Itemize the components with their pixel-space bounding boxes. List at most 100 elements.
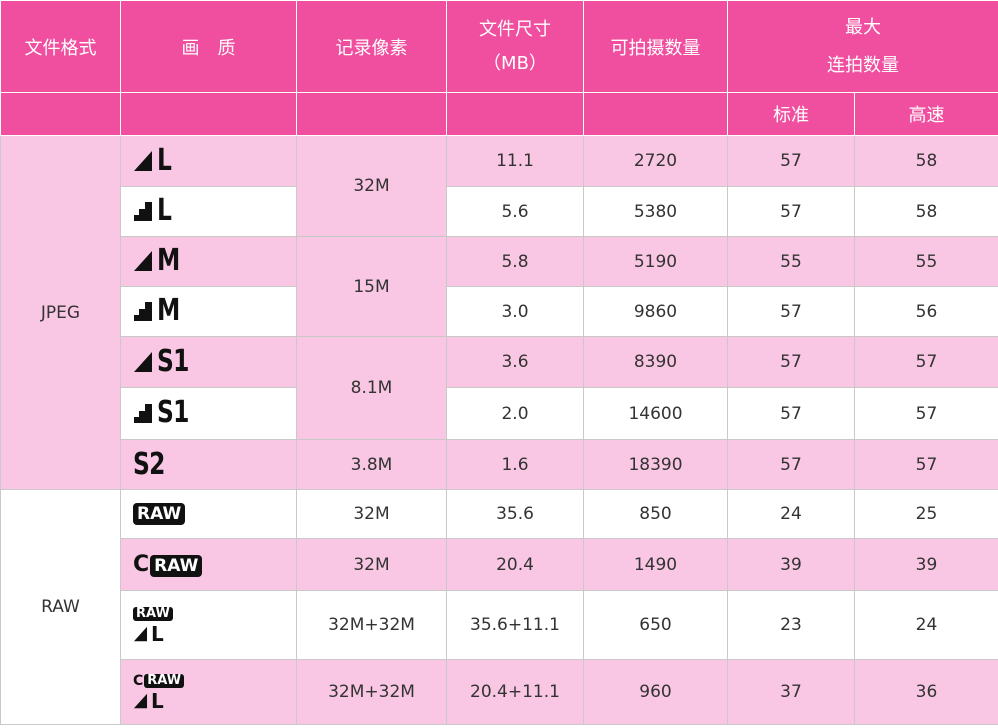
- pixels-cell: 32M: [296, 538, 447, 591]
- burst-standard-cell: 57: [727, 336, 855, 388]
- raw-badge: RAW: [150, 555, 203, 577]
- size-cell: 1.6: [446, 439, 584, 490]
- burst-standard-cell: 23: [727, 590, 855, 660]
- header-blank-2: [120, 92, 297, 136]
- quality-label: L: [157, 142, 172, 178]
- quality-raw: RAW: [120, 489, 297, 539]
- normal-quality-icon: [134, 404, 152, 423]
- header-blank-5: [583, 92, 728, 136]
- normal-quality-icon: [134, 202, 152, 221]
- shots-cell: 650: [583, 590, 728, 660]
- size-cell: 35.6+11.1: [446, 590, 584, 660]
- header-highspeed: 高速: [854, 92, 998, 136]
- fine-quality-icon: [133, 693, 148, 708]
- shots-cell: 18390: [583, 439, 728, 490]
- fine-quality-icon: [134, 251, 152, 271]
- quality-normal-s1: S1: [120, 387, 297, 440]
- header-quality: 画 质: [120, 0, 297, 93]
- fine-quality-icon: [133, 626, 148, 641]
- burst-standard-cell: 55: [727, 236, 855, 287]
- burst-highspeed-cell: 58: [854, 135, 998, 187]
- fine-quality-icon: [134, 351, 152, 372]
- quality-craw-plus-l: C RAW L: [120, 659, 297, 725]
- quality-label: S2: [133, 446, 165, 482]
- burst-highspeed-cell: 57: [854, 387, 998, 440]
- size-cell: 3.6: [446, 336, 584, 388]
- pixels-cell: 32M+32M: [296, 659, 447, 725]
- quality-raw-plus-l: RAW L: [120, 590, 297, 660]
- raw-badge: RAW: [133, 606, 173, 621]
- shots-cell: 5380: [583, 186, 728, 237]
- header-pixels: 记录像素: [296, 0, 447, 93]
- pixels-cell: 15M: [296, 236, 447, 337]
- quality-label: L: [157, 193, 172, 228]
- shots-cell: 14600: [583, 387, 728, 440]
- quality-label: L: [151, 688, 164, 713]
- pixels-cell: 3.8M: [296, 439, 447, 490]
- shots-cell: 2720: [583, 135, 728, 187]
- header-blank-4: [446, 92, 584, 136]
- header-max-burst: 最大 连拍数量: [727, 0, 998, 93]
- fine-quality-icon: [134, 150, 152, 171]
- header-filesize-label: 文件尺寸: [479, 18, 551, 40]
- burst-standard-cell: 57: [727, 135, 855, 187]
- burst-highspeed-cell: 56: [854, 286, 998, 337]
- header-standard: 标准: [727, 92, 855, 136]
- burst-standard-cell: 57: [727, 387, 855, 440]
- craw-c-letter: C: [133, 672, 144, 689]
- burst-standard-cell: 57: [727, 439, 855, 490]
- size-cell: 5.8: [446, 236, 584, 287]
- burst-highspeed-cell: 55: [854, 236, 998, 287]
- quality-s2: S2: [120, 439, 297, 490]
- quality-craw: C RAW: [120, 538, 297, 591]
- header-blank-1: [0, 92, 121, 136]
- header-burst-line1: 最大: [845, 16, 881, 38]
- size-cell: 11.1: [446, 135, 584, 187]
- burst-highspeed-cell: 39: [854, 538, 998, 591]
- quality-fine-s1: S1: [120, 336, 297, 388]
- burst-standard-cell: 39: [727, 538, 855, 591]
- pixels-cell: 32M+32M: [296, 590, 447, 660]
- header-blank-3: [296, 92, 447, 136]
- size-cell: 20.4: [446, 538, 584, 591]
- shots-cell: 9860: [583, 286, 728, 337]
- quality-label: S1: [157, 395, 189, 430]
- quality-fine-m: M: [120, 236, 297, 287]
- burst-standard-cell: 37: [727, 659, 855, 725]
- quality-label: L: [151, 621, 164, 646]
- burst-highspeed-cell: 58: [854, 186, 998, 237]
- header-shots: 可拍摄数量: [583, 0, 728, 93]
- pixels-cell: 32M: [296, 135, 447, 237]
- burst-highspeed-cell: 57: [854, 439, 998, 490]
- burst-highspeed-cell: 25: [854, 489, 998, 539]
- shots-cell: 8390: [583, 336, 728, 388]
- shots-cell: 960: [583, 659, 728, 725]
- shots-cell: 850: [583, 489, 728, 539]
- header-format: 文件格式: [0, 0, 121, 93]
- size-cell: 3.0: [446, 286, 584, 337]
- quality-label: M: [157, 293, 180, 328]
- quality-normal-l: L: [120, 186, 297, 237]
- raw-badge: RAW: [144, 673, 185, 688]
- burst-standard-cell: 57: [727, 286, 855, 337]
- raw-badge: RAW: [133, 503, 186, 525]
- header-burst-line2: 连拍数量: [827, 54, 899, 76]
- quality-normal-m: M: [120, 286, 297, 337]
- burst-highspeed-cell: 24: [854, 590, 998, 660]
- quality-label: M: [157, 243, 180, 278]
- group-raw: RAW: [0, 489, 121, 725]
- header-filesize: 文件尺寸 （MB）: [446, 0, 584, 93]
- normal-quality-icon: [134, 302, 152, 321]
- burst-highspeed-cell: 57: [854, 336, 998, 388]
- size-cell: 20.4+11.1: [446, 659, 584, 725]
- pixels-cell: 8.1M: [296, 336, 447, 440]
- shots-cell: 5190: [583, 236, 728, 287]
- quality-fine-l: L: [120, 135, 297, 187]
- shots-cell: 1490: [583, 538, 728, 591]
- header-filesize-unit: （MB）: [483, 52, 547, 74]
- size-cell: 2.0: [446, 387, 584, 440]
- group-jpeg: JPEG: [0, 135, 121, 490]
- quality-label: S1: [157, 343, 189, 379]
- pixels-cell: 32M: [296, 489, 447, 539]
